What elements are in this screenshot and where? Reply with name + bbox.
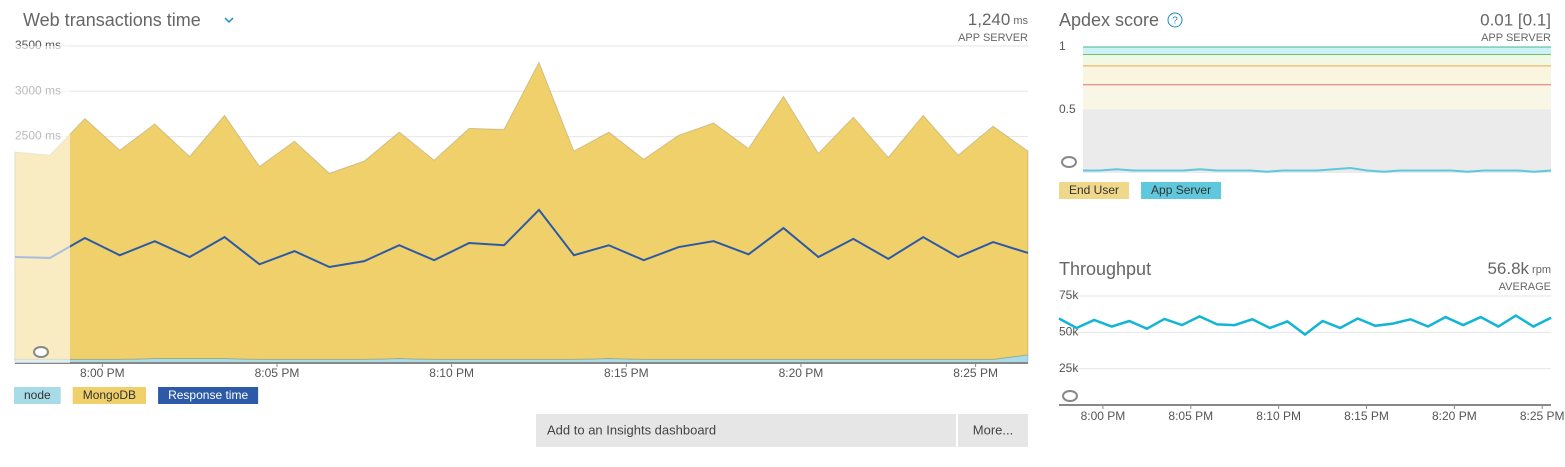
- legend-label[interactable]: node: [24, 388, 51, 402]
- legend-label[interactable]: MongoDB: [83, 388, 136, 402]
- chart-title: Apdex score: [1059, 10, 1159, 30]
- legend-chip[interactable]: [14, 387, 61, 404]
- legend-label[interactable]: End User: [1069, 183, 1119, 197]
- line: [1058, 314, 1552, 337]
- more-button-label[interactable]: More...: [973, 422, 1013, 437]
- apdex-band: [1083, 54, 1551, 66]
- charts: 500 ms1000 ms1500 ms2000 ms2500 ms3000 m…: [14, 38, 1565, 423]
- x-tick-label: 8:00 PM: [80, 366, 125, 380]
- apdex-band: [1083, 65, 1551, 85]
- apdex-band: [1083, 110, 1551, 173]
- x-tick-label: 8:10 PM: [429, 366, 474, 380]
- x-tick-label: 8:00 PM: [1081, 409, 1126, 423]
- legend-chip[interactable]: [158, 387, 259, 404]
- apdex-band: [1083, 84, 1551, 110]
- y-tick-label: 0.5: [1059, 102, 1076, 116]
- dropdown-icon[interactable]: [224, 17, 234, 24]
- summary-caption: APP SERVER: [958, 32, 1028, 44]
- x-tick-label: 8:25 PM: [1520, 409, 1565, 423]
- summary-caption: APP SERVER: [1481, 32, 1551, 44]
- x-tick-label: 8:15 PM: [604, 366, 649, 380]
- chart-title: Throughput: [1059, 259, 1151, 279]
- x-tick-label: 8:05 PM: [255, 366, 300, 380]
- x-tick-label: 8:15 PM: [1344, 409, 1389, 423]
- legend-chip[interactable]: [1141, 182, 1222, 199]
- help-icon[interactable]: [1167, 12, 1183, 28]
- history-shade: [15, 46, 70, 363]
- legend-label[interactable]: Response time: [168, 388, 248, 402]
- line: [14, 208, 1029, 269]
- insights-button[interactable]: [536, 414, 956, 447]
- x-tick-label: 8:20 PM: [1432, 409, 1477, 423]
- x-tick-label: 8:25 PM: [953, 366, 998, 380]
- summary: 0.01 [0.1]: [1480, 10, 1551, 29]
- area: [14, 61, 1029, 360]
- x-tick-label: 8:05 PM: [1168, 409, 1213, 423]
- summary-caption: AVERAGE: [1499, 281, 1551, 293]
- summary: 56.8k rpm: [1487, 259, 1551, 278]
- y-tick-label: 75k: [1059, 288, 1079, 302]
- summary: 1,240 ms: [968, 10, 1029, 29]
- help-glyph[interactable]: ?: [1172, 16, 1178, 27]
- y-tick-label: 1: [1059, 39, 1066, 53]
- insights-button-label[interactable]: Add to an Insights dashboard: [547, 422, 716, 437]
- legend-chip[interactable]: [1059, 182, 1130, 199]
- more-button[interactable]: [958, 414, 1028, 447]
- line: [1083, 166, 1552, 173]
- chart-title: Web transactions time: [23, 10, 201, 30]
- legend-chip[interactable]: [72, 387, 147, 404]
- legend-label[interactable]: App Server: [1151, 183, 1211, 197]
- x-tick-label: 8:20 PM: [779, 366, 824, 380]
- x-tick-label: 8:10 PM: [1256, 409, 1301, 423]
- toggle-icons[interactable]: [33, 156, 1078, 402]
- y-tick-label: 25k: [1059, 361, 1079, 375]
- apdex-band: [1083, 47, 1551, 55]
